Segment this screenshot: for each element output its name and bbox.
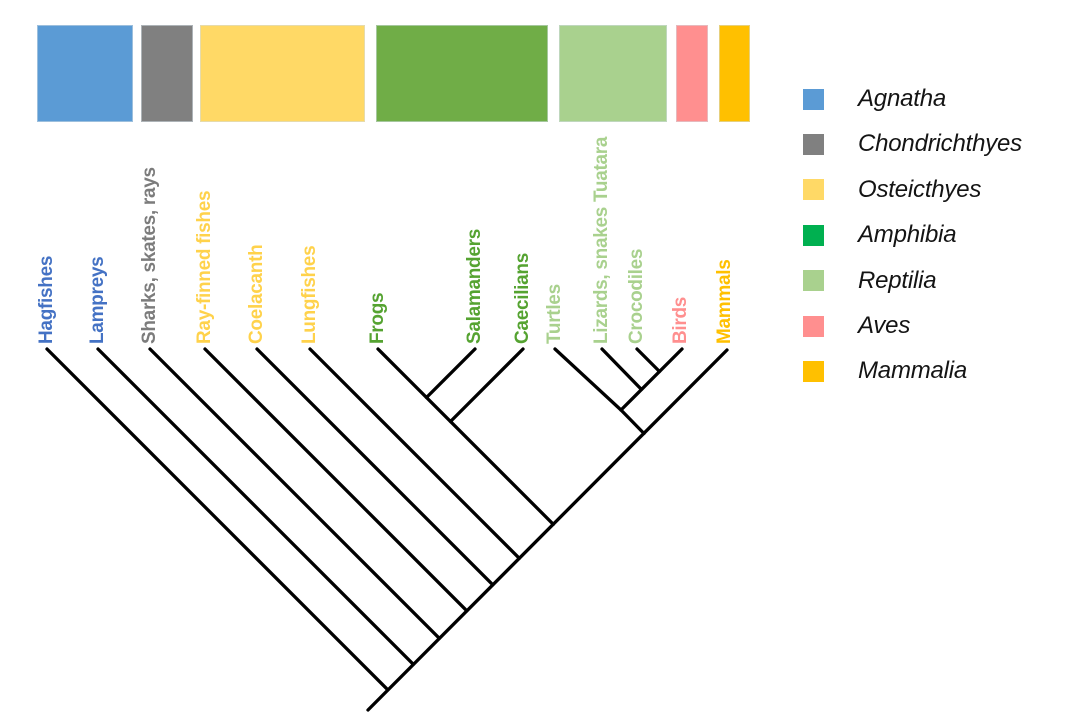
legend-item-aves: Aves [803, 312, 910, 340]
legend-label-aves: Aves [858, 312, 911, 339]
clade-block-osteicthyes [200, 25, 365, 122]
legend-swatch-reptilia [803, 270, 824, 292]
tree-edge-root-to-mammals-spine [366, 348, 729, 712]
tree-edge-lungfishes [308, 347, 521, 560]
tip-label-frogs: Frogs [367, 292, 388, 344]
tree-edge-coelacanth [255, 347, 495, 587]
tip-label-mammals: Mammals [714, 259, 735, 345]
tree-edge-ray-finned-fishes [203, 347, 469, 613]
tip-label-ray-finned-fishes: Ray-finned fishes [194, 190, 215, 344]
tree-edge-hagfishes [45, 347, 390, 692]
tree-edge-sharks-skates-rays [148, 347, 441, 640]
legend-item-mammalia: Mammalia [803, 357, 967, 385]
clade-block-mammalia [719, 25, 750, 122]
clade-block-aves [676, 25, 708, 122]
legend-label-chondrichthyes: Chondrichthyes [858, 130, 1022, 158]
legend-swatch-amphibia [803, 224, 824, 246]
tip-label-lizards-snakes-tuatara: Lizards, snakes Tuatara [591, 136, 612, 344]
clade-block-chondrichthyes [141, 25, 193, 122]
tree-edge-frogs-amphibia-stem [376, 347, 555, 526]
tip-label-lampreys: Lampreys [87, 256, 108, 344]
legend-swatch-agnatha [803, 88, 824, 110]
legend-item-reptilia: Reptilia [803, 266, 937, 295]
tip-label-hagfishes: Hagfishes [36, 255, 57, 344]
legend-swatch-mammalia [803, 360, 824, 382]
legend-label-agnatha: Agnatha [858, 85, 947, 112]
tip-label-coelacanth: Coelacanth [246, 244, 267, 344]
tree-edge-lizards-snakes-tuatara [600, 347, 644, 392]
clade-block-amphibia [376, 25, 548, 122]
legend-item-chondrichthyes: Chondrichthyes [803, 130, 1022, 158]
legend-swatch-aves [803, 315, 824, 337]
legend-swatch-chondrichthyes [803, 133, 824, 155]
tree-edge-salamanders [424, 347, 477, 400]
legend-label-osteicthyes: Osteicthyes [858, 175, 982, 203]
tree-edge-turtles [553, 347, 623, 412]
tree-edge-caecilians [448, 347, 525, 424]
legend-item-osteicthyes: Osteicthyes [803, 176, 981, 204]
tree-edge-crocodiles [635, 347, 662, 374]
tip-label-crocodiles: Crocodiles [626, 248, 647, 344]
tip-label-caecilians: Caecilians [512, 253, 533, 344]
tree-edge-birds-archosaur-stem [619, 347, 684, 412]
legend-item-amphibia: Amphibia [803, 221, 957, 249]
tree-edge-lampreys [96, 347, 415, 666]
tip-label-lungfishes: Lungfishes [299, 245, 320, 344]
legend-label-mammalia: Mammalia [858, 357, 968, 385]
clade-block-agnatha [37, 25, 133, 122]
legend-label-reptilia: Reptilia [858, 266, 937, 294]
legend-label-amphibia: Amphibia [858, 221, 957, 249]
tree-edge-reptilia-stem [619, 408, 646, 436]
legend-item-agnatha: Agnatha [803, 85, 946, 113]
tip-label-salamanders: Salamanders [464, 229, 485, 344]
legend-swatch-osteicthyes [803, 179, 824, 201]
tip-label-birds: Birds [670, 296, 691, 344]
tip-label-turtles: Turtles [544, 284, 565, 344]
tip-label-sharks-skates-rays: Sharks, skates, rays [139, 167, 160, 344]
clade-block-reptilia [559, 25, 667, 122]
